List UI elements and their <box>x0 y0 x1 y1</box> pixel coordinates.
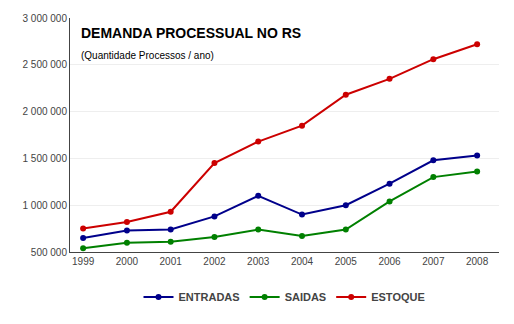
svg-text:(Quantidade Processos / ano): (Quantidade Processos / ano) <box>81 50 214 61</box>
svg-text:2002: 2002 <box>203 256 226 267</box>
svg-text:ENTRADAS: ENTRADAS <box>179 291 240 303</box>
svg-text:2005: 2005 <box>335 256 358 267</box>
svg-text:SAIDAS: SAIDAS <box>285 291 327 303</box>
svg-text:1 500 000: 1 500 000 <box>23 153 68 164</box>
svg-text:500 000: 500 000 <box>31 247 68 258</box>
svg-text:1999: 1999 <box>72 256 95 267</box>
svg-text:2008: 2008 <box>466 256 489 267</box>
svg-text:2 000 000: 2 000 000 <box>23 106 68 117</box>
svg-text:2004: 2004 <box>291 256 314 267</box>
svg-text:1 000 000: 1 000 000 <box>23 200 68 211</box>
svg-text:2 500 000: 2 500 000 <box>23 59 68 70</box>
svg-text:2003: 2003 <box>247 256 270 267</box>
svg-text:DEMANDA PROCESSUAL NO RS: DEMANDA PROCESSUAL NO RS <box>81 25 301 41</box>
svg-text:2000: 2000 <box>116 256 139 267</box>
svg-text:2001: 2001 <box>160 256 183 267</box>
svg-text:2007: 2007 <box>422 256 445 267</box>
svg-text:ESTOQUE: ESTOQUE <box>371 291 425 303</box>
svg-text:2006: 2006 <box>378 256 401 267</box>
svg-text:3 000 000: 3 000 000 <box>23 13 68 24</box>
